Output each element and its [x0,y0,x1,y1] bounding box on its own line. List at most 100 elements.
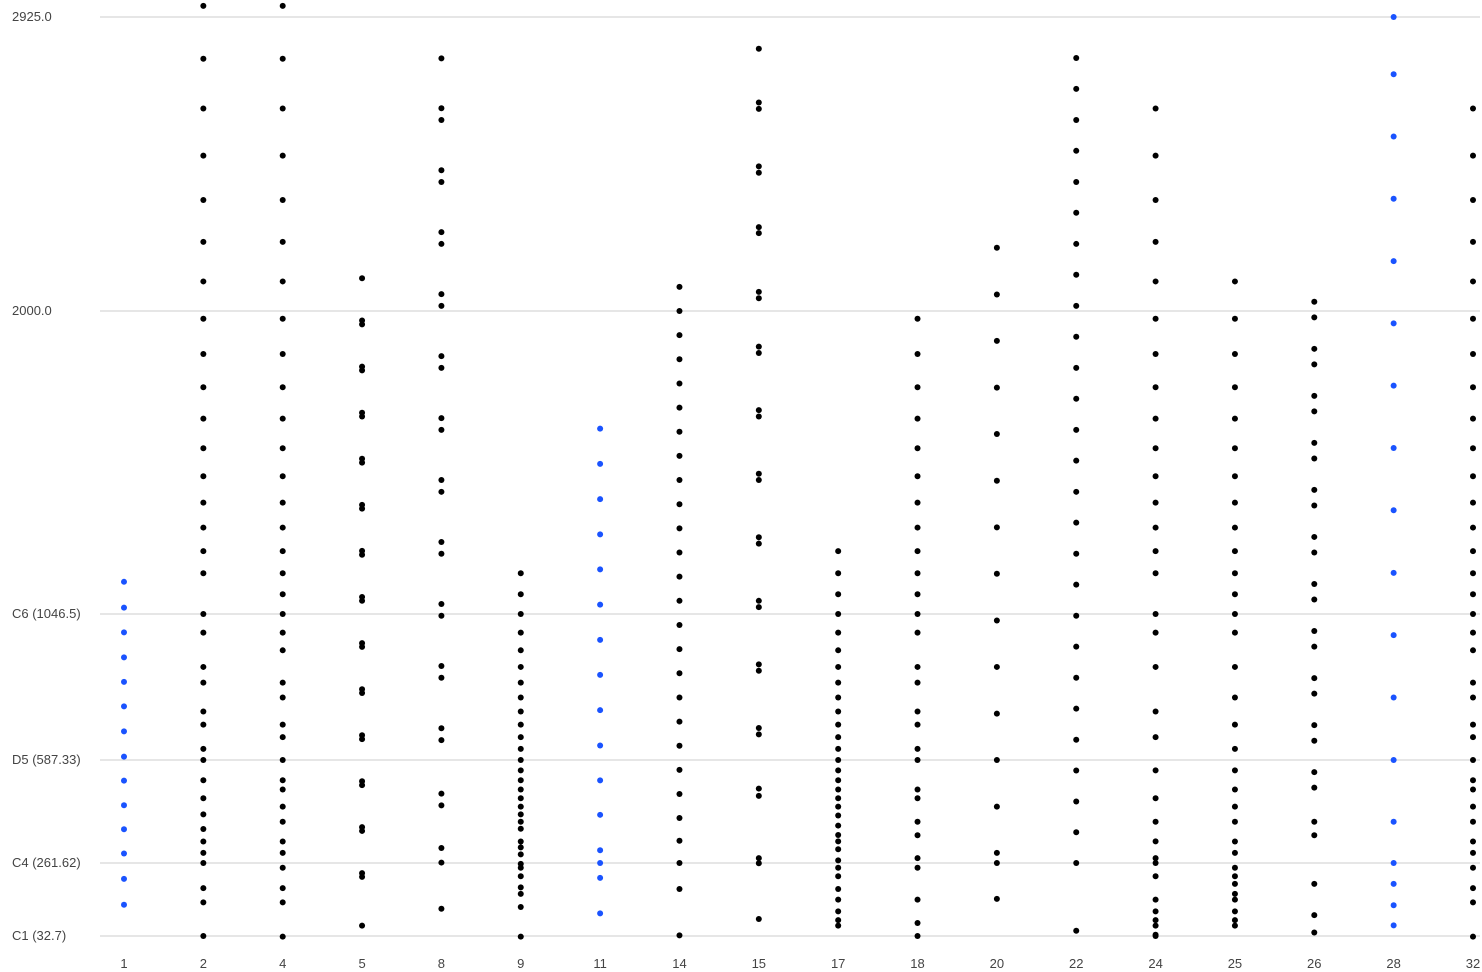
data-point [1073,674,1080,681]
data-point [1311,737,1318,744]
data-point [279,499,286,506]
y-tick-label: C1 (32.7) [12,928,66,943]
data-point [676,742,683,749]
data-point [1152,445,1159,452]
data-point [517,663,524,670]
data-point [914,611,921,617]
data-point [517,777,524,784]
data-point [835,795,842,802]
series-column-11 [597,425,604,917]
data-point [1390,818,1397,825]
data-point [1311,345,1318,352]
data-point [1152,570,1159,577]
data-point [359,363,366,370]
data-point [200,415,207,422]
y-axis-tick-labels: 2925.0 2000.0 C6 (1046.5) D5 (587.33) C4 (26… [12,9,81,943]
data-point [914,629,921,636]
data-point [200,885,207,892]
data-point [676,837,683,844]
data-point [279,196,286,203]
data-point [121,850,127,857]
data-point [1470,278,1476,285]
data-point [359,640,366,647]
data-point [1152,384,1159,391]
data-point [517,757,524,764]
data-point [1231,350,1238,357]
data-point [1390,258,1397,265]
data-point [1470,757,1476,764]
data-point [914,832,921,839]
data-point [835,548,842,555]
data-point [597,874,604,881]
data-point [993,477,1000,484]
data-point [1311,690,1318,697]
data-point [835,647,842,654]
data-point [597,566,604,573]
data-point [1231,873,1238,880]
data-point [835,721,842,728]
data-point [755,163,762,170]
data-point [1470,734,1476,741]
series-column-25 [1231,278,1238,929]
data-point [676,670,683,677]
data-point [755,731,762,738]
data-point [1231,611,1238,617]
data-point [914,679,921,686]
data-point [1152,315,1159,322]
data-point [438,612,445,619]
data-point [121,728,127,735]
data-point [835,922,842,929]
data-point [1311,929,1318,936]
data-point [1231,880,1238,887]
data-point [279,415,286,422]
data-point [755,45,762,52]
data-point [676,860,683,867]
data-point [1470,611,1476,617]
data-point [1390,71,1397,78]
data-point [1231,629,1238,636]
y-tick-label: 2000.0 [12,303,52,318]
data-point [279,524,286,531]
data-point [1073,209,1080,216]
data-point [200,777,207,784]
x-tick-label: 18 [910,956,924,971]
data-point [517,851,524,858]
data-point [517,884,524,891]
data-point [438,364,445,371]
data-point [438,859,445,866]
data-point [1470,415,1476,422]
data-point [1311,675,1318,682]
data-point [1390,902,1397,909]
data-point [1390,507,1397,514]
data-point [359,455,366,462]
data-point [755,855,762,862]
data-point [1231,415,1238,422]
data-point [1152,860,1159,867]
data-point [1470,838,1476,845]
data-point [1073,860,1080,867]
data-point [914,415,921,422]
data-point [517,611,524,617]
data-point [597,671,604,678]
data-point [835,694,842,701]
data-point [1231,591,1238,598]
data-point [755,534,762,541]
data-point [755,407,762,414]
data-point [279,849,286,856]
data-point [755,343,762,350]
data-point [1152,838,1159,845]
data-point [914,499,921,506]
data-point [676,621,683,628]
data-point [121,826,127,833]
x-tick-label: 25 [1228,956,1242,971]
data-point [438,600,445,607]
data-point [1311,628,1318,635]
data-point [438,737,445,744]
data-point [517,803,524,810]
data-point [1311,580,1318,587]
data-point [438,229,445,236]
data-point [1073,147,1080,154]
data-point [914,524,921,531]
data-point [676,332,683,339]
data-point [755,470,762,477]
